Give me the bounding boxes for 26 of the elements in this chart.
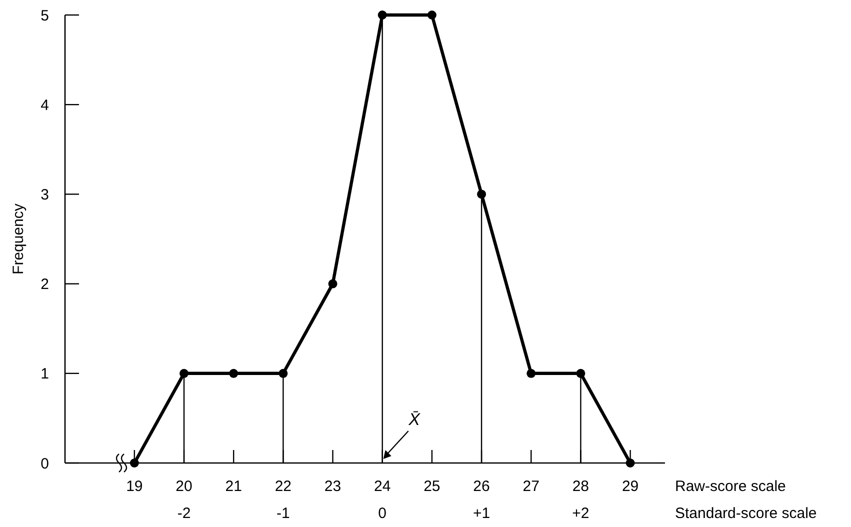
y-tick-label: 3 (40, 186, 49, 204)
annotation: X̄ (408, 410, 421, 429)
x-tick-label: 21 (225, 478, 242, 495)
x2-tick-label: 0 (378, 505, 387, 522)
y-tick-label: 4 (40, 96, 49, 114)
y-tick-label: 0 (40, 455, 49, 472)
x2-tick-label: -2 (177, 505, 191, 522)
y-axis-title: Frequency (10, 203, 27, 274)
x-tick-label: 29 (622, 478, 639, 495)
y-tick-label: 5 (40, 7, 49, 24)
x2-tick-label: +2 (572, 505, 590, 522)
x-tick-label: 20 (176, 478, 192, 495)
x2-axis-title: Standard-score scale (675, 505, 817, 522)
x-tick-label: 19 (126, 478, 143, 495)
x-tick-label: 26 (473, 478, 490, 495)
x2-tick-label: +1 (472, 505, 490, 522)
y-tick-label: 1 (40, 366, 49, 383)
x-tick-label: 28 (572, 478, 590, 495)
x-tick-label: 25 (424, 478, 440, 495)
x2-tick-label: -1 (276, 505, 290, 522)
y-tick-label: 2 (40, 276, 49, 294)
x-tick-label: 24 (374, 478, 391, 495)
x-tick-label: 23 (324, 478, 342, 495)
x-tick-label: 22 (274, 478, 292, 495)
x-axis-title: Raw-score scale (675, 478, 786, 495)
x-tick-label: 27 (522, 478, 540, 495)
